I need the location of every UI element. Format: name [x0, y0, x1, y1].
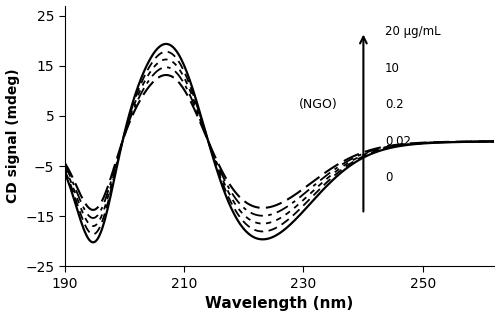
Text: (NGO): (NGO) — [299, 98, 338, 111]
Text: 10: 10 — [385, 62, 400, 75]
Text: 0.02: 0.02 — [385, 135, 411, 148]
Text: 0: 0 — [385, 171, 392, 184]
Y-axis label: CD signal (mdeg): CD signal (mdeg) — [6, 69, 20, 203]
Text: 0.2: 0.2 — [385, 98, 404, 111]
Text: 20 µg/mL: 20 µg/mL — [385, 25, 440, 38]
X-axis label: Wavelength (nm): Wavelength (nm) — [206, 296, 354, 311]
